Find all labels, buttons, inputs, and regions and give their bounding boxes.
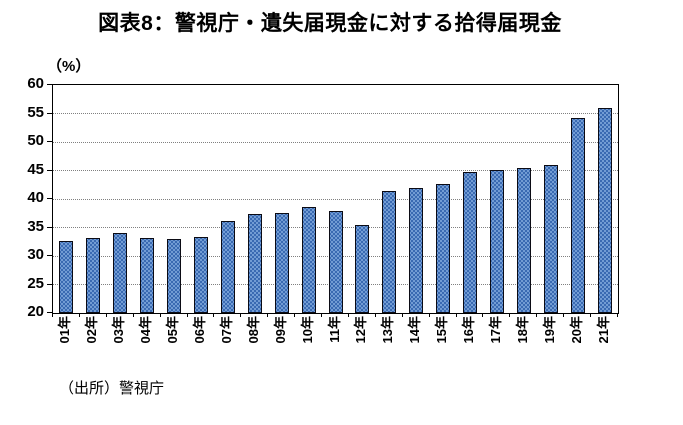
x-tick-label-12年: 12年 <box>353 316 369 344</box>
x-axis-tick <box>401 313 403 317</box>
y-axis-tick <box>47 312 52 313</box>
x-tick-label-21年: 21年 <box>595 316 611 344</box>
bar-16年 <box>463 172 478 313</box>
x-tick-label-16年: 16年 <box>461 316 477 344</box>
bar-03年 <box>113 232 128 313</box>
x-tick-label-13年: 13年 <box>380 316 396 344</box>
bar-17年 <box>489 169 504 313</box>
bar-10年 <box>301 206 316 313</box>
x-tick-label-02年: 02年 <box>84 316 100 344</box>
chart-title: 図表8：警視庁・遺失届現金に対する拾得届現金 <box>98 12 562 35</box>
gridline-45 <box>53 170 618 171</box>
bar-02年 <box>86 237 101 313</box>
y-tick-label-60: 60 <box>27 75 44 92</box>
x-axis-tick <box>240 313 242 317</box>
bar-04年 <box>140 237 155 313</box>
y-tick-label-55: 55 <box>27 103 44 121</box>
x-axis-tick <box>159 313 161 317</box>
gridline-40 <box>53 198 618 200</box>
bar-12年 <box>355 224 370 313</box>
x-axis-tick <box>52 313 53 317</box>
x-tick-label-14年: 14年 <box>407 316 423 344</box>
x-tick-label-07年: 07年 <box>218 316 234 344</box>
x-tick-label-03年: 03年 <box>111 316 127 344</box>
x-axis-tick <box>267 313 269 317</box>
y-tick-label-25: 25 <box>27 274 44 292</box>
x-axis-tick <box>78 313 80 317</box>
y-axis-tick <box>47 112 52 114</box>
y-tick-label-30: 30 <box>27 246 44 263</box>
bar-08年 <box>247 214 262 313</box>
bar-15年 <box>436 184 451 313</box>
x-tick-label-10年: 10年 <box>299 316 315 344</box>
x-axis-tick <box>509 313 511 317</box>
x-tick-label-06年: 06年 <box>191 316 207 344</box>
bar-07年 <box>220 220 235 313</box>
x-axis-tick <box>590 313 592 317</box>
x-axis-tick <box>482 313 484 317</box>
x-axis-tick <box>563 313 565 317</box>
y-tick-label-50: 50 <box>27 132 44 149</box>
y-axis-tick <box>47 84 52 85</box>
x-axis-tick <box>213 313 215 317</box>
x-tick-label-01年: 01年 <box>57 316 73 344</box>
x-tick-label-17年: 17年 <box>487 316 503 344</box>
x-tick-label-18年: 18年 <box>514 316 530 344</box>
plot-area <box>52 84 619 314</box>
x-tick-label-20年: 20年 <box>568 316 584 344</box>
gridline-50 <box>53 141 618 143</box>
x-axis-tick <box>617 313 618 317</box>
x-tick-label-04年: 04年 <box>138 316 154 344</box>
y-tick-label-20: 20 <box>27 303 44 320</box>
x-axis-tick <box>455 313 457 317</box>
gridline-55 <box>53 113 618 114</box>
x-axis-tick <box>294 313 296 317</box>
bar-09年 <box>274 212 289 313</box>
y-axis-tick <box>47 198 52 199</box>
x-axis-tick <box>536 313 538 317</box>
x-tick-label-15年: 15年 <box>434 316 450 344</box>
x-axis-tick <box>105 313 107 317</box>
x-axis-tick <box>132 313 134 317</box>
x-axis-tick <box>321 313 323 317</box>
x-tick-label-11年: 11年 <box>326 316 342 343</box>
bar-05年 <box>167 239 182 313</box>
bar-14年 <box>409 187 424 313</box>
bar-20年 <box>570 118 585 313</box>
bar-01年 <box>59 240 74 313</box>
x-axis-tick <box>186 313 188 317</box>
y-tick-label-35: 35 <box>27 217 44 235</box>
x-tick-label-19年: 19年 <box>541 316 557 344</box>
y-axis-tick <box>47 169 52 171</box>
x-axis-tick <box>374 313 376 317</box>
y-axis-tick <box>47 141 52 142</box>
y-tick-label-40: 40 <box>27 189 44 206</box>
y-axis-tick <box>47 226 52 228</box>
bar-06年 <box>193 236 208 313</box>
bar-11年 <box>328 210 343 313</box>
y-axis-tick <box>47 283 52 285</box>
x-tick-label-08年: 08年 <box>245 316 261 344</box>
x-tick-label-05年: 05年 <box>165 316 181 344</box>
x-axis-tick <box>347 313 349 317</box>
y-tick-label-45: 45 <box>27 160 44 178</box>
y-axis-tick <box>47 255 52 256</box>
x-tick-label-09年: 09年 <box>272 316 288 344</box>
y-axis-unit-label: （%） <box>47 58 91 75</box>
source-note: （出所）警視庁 <box>59 380 165 397</box>
bar-18年 <box>516 167 531 313</box>
bar-21年 <box>597 107 612 313</box>
bar-13年 <box>382 191 397 313</box>
x-axis-tick <box>428 313 430 317</box>
bar-19年 <box>543 164 558 313</box>
